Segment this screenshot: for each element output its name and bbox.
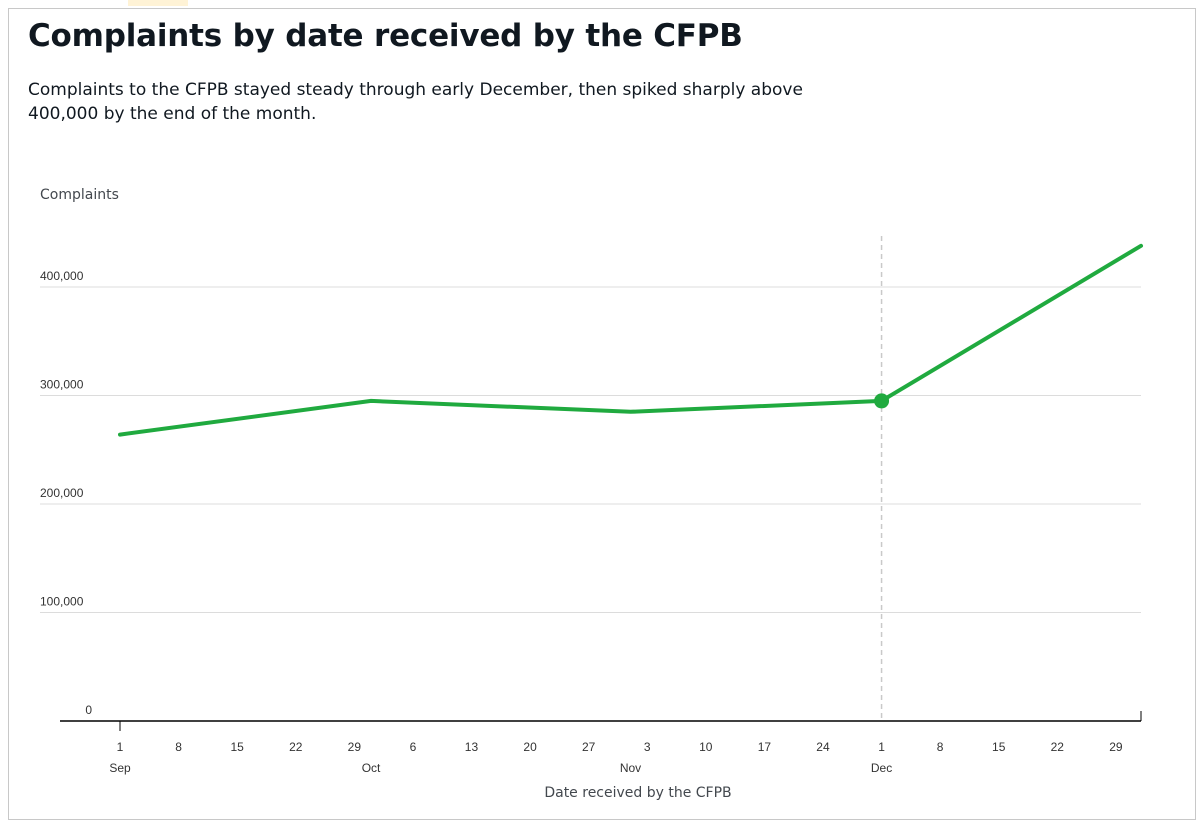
x-tick-label: 15 xyxy=(230,740,244,754)
x-tick-label: 27 xyxy=(582,740,596,754)
x-tick-label: 13 xyxy=(465,740,479,754)
x-tick-label: 8 xyxy=(937,740,944,754)
page-title: Complaints by date received by the CFPB xyxy=(28,18,743,54)
x-tick-label: 1 xyxy=(878,740,885,754)
x-tick-label: 22 xyxy=(1051,740,1065,754)
x-tick-label: 15 xyxy=(992,740,1006,754)
series-line xyxy=(118,243,1143,437)
x-month-label: Dec xyxy=(871,761,892,775)
y-tick-label: 200,000 xyxy=(40,486,84,500)
x-month-label: Oct xyxy=(362,761,381,775)
x-tick-label: 24 xyxy=(816,740,830,754)
x-tick-label: 3 xyxy=(644,740,651,754)
y-tick-label: 300,000 xyxy=(40,378,84,392)
x-tick-label: 22 xyxy=(289,740,303,754)
x-tick-label: 10 xyxy=(699,740,713,754)
x-month-label: Sep xyxy=(109,761,131,775)
x-month-label: Nov xyxy=(620,761,641,775)
x-tick-label: 1 xyxy=(117,740,124,754)
chart-description: Complaints to the CFPB stayed steady thr… xyxy=(28,80,803,124)
accent-tab xyxy=(128,0,188,6)
y-tick-label: 400,000 xyxy=(40,269,84,283)
y-tick-label: 100,000 xyxy=(40,595,84,609)
x-tick-label: 17 xyxy=(758,740,772,754)
highlight-data-point[interactable] xyxy=(874,393,890,409)
x-tick-label: 20 xyxy=(523,740,537,754)
y-tick-label: 0 xyxy=(85,703,92,717)
x-tick-label: 29 xyxy=(348,740,362,754)
x-tick-label: 8 xyxy=(175,740,182,754)
x-tick-label: 29 xyxy=(1109,740,1123,754)
x-axis-title: Date received by the CFPB xyxy=(544,785,731,801)
chart-frame xyxy=(8,8,1196,820)
x-tick-label: 6 xyxy=(410,740,417,754)
y-axis-title: Complaints xyxy=(40,187,119,203)
